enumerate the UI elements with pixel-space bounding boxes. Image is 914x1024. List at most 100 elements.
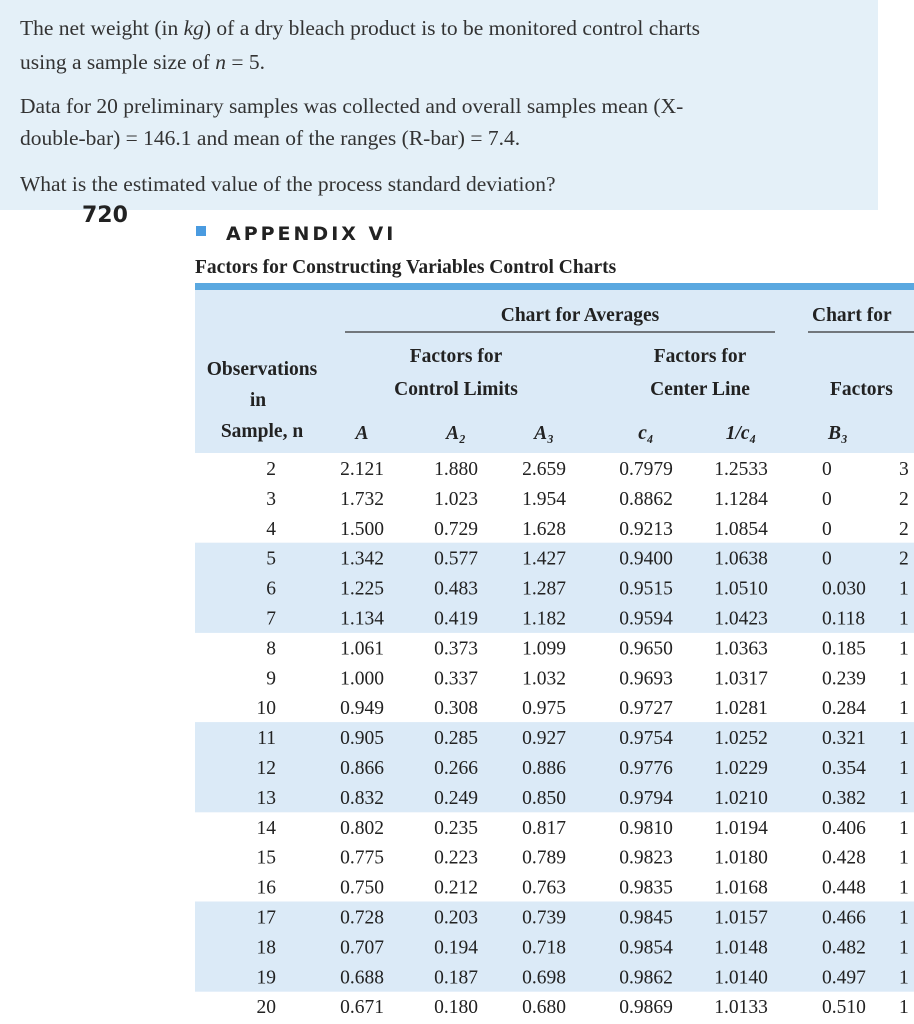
cell: 0.373 — [434, 638, 478, 659]
cell: 0.337 — [434, 668, 478, 689]
cell: 0.680 — [522, 997, 566, 1018]
cell: 1.0423 — [714, 609, 768, 630]
question-box — [0, 0, 878, 210]
question-line: The net weight (in kg) of a dry bleach p… — [20, 16, 700, 40]
cell: 0 — [822, 519, 832, 540]
cell: 1 — [899, 609, 909, 630]
cell: 0.212 — [434, 878, 478, 899]
cell: 1.0210 — [714, 788, 768, 809]
cell: 1 — [899, 698, 909, 719]
cell: 0.728 — [340, 908, 384, 929]
cell: 17 — [257, 908, 277, 929]
cell: 0.466 — [822, 908, 866, 929]
cell: 0.739 — [522, 908, 566, 929]
text: n — [215, 50, 226, 74]
cell: 15 — [257, 848, 277, 869]
cell: 1.0281 — [714, 698, 768, 719]
cell: 1.0168 — [714, 878, 768, 899]
cell: 1.099 — [522, 638, 566, 659]
cell: 0.729 — [434, 519, 478, 540]
cell: 1 — [899, 818, 909, 839]
cell: 0.8862 — [619, 489, 673, 510]
sub-header: Factors for — [654, 346, 747, 367]
cell: 1 — [899, 878, 909, 899]
cell: 1.0148 — [714, 937, 768, 958]
group-header: Chart for — [812, 305, 892, 326]
cell: 1.0252 — [714, 728, 768, 749]
appendix-title: APPENDIX VI — [226, 223, 396, 245]
cell: 0.9810 — [619, 818, 673, 839]
cell: 0.9869 — [619, 997, 673, 1018]
cell: 0.266 — [434, 758, 478, 779]
cell: 0.577 — [434, 549, 478, 570]
cell: 0.698 — [522, 967, 566, 988]
cell: 1 — [899, 668, 909, 689]
row-shade — [195, 931, 914, 962]
cell: 3 — [899, 459, 909, 480]
cell: 18 — [257, 937, 277, 958]
sub-header: Center Line — [650, 379, 750, 400]
cell: 0.483 — [434, 579, 478, 600]
cell: 2.121 — [340, 459, 384, 480]
cell: 2 — [899, 519, 909, 540]
cell: 1.032 — [522, 668, 566, 689]
cell: 1.500 — [340, 519, 384, 540]
cell: 1.0157 — [714, 908, 768, 929]
sub-header: Control Limits — [394, 379, 518, 400]
row-header: Sample, n — [221, 421, 304, 442]
cell: 0 — [822, 489, 832, 510]
cell: 0.406 — [822, 818, 866, 839]
cell: 0.9213 — [619, 519, 673, 540]
cell: 0.9400 — [619, 549, 673, 570]
cell: 1.287 — [522, 579, 566, 600]
row-shade — [195, 572, 914, 603]
text: ) of a dry bleach product is to be monit… — [204, 16, 700, 40]
rule — [195, 283, 914, 290]
cell: 1 — [899, 728, 909, 749]
cell: 0.707 — [340, 937, 384, 958]
row-shade — [195, 781, 914, 813]
column-header: c₄ — [638, 423, 653, 444]
cell: 1.0854 — [714, 519, 768, 540]
row-shade — [195, 542, 914, 574]
cell: 0.194 — [434, 937, 478, 958]
cell: 1 — [899, 967, 909, 988]
row-shade — [195, 722, 914, 753]
cell: 1.182 — [522, 609, 566, 630]
cell: 1.225 — [340, 579, 384, 600]
cell: 16 — [257, 878, 277, 899]
table: A A₂ A₃ c₄ 1/c₄ B₃ 2 2.121 1.880 2.659 0.7979 1.253… — [195, 423, 914, 1018]
cell: 0.510 — [822, 997, 866, 1018]
column-header: A — [353, 423, 368, 444]
cell: 1.0133 — [714, 997, 768, 1018]
cell: 0.688 — [340, 967, 384, 988]
column-header: B₃ — [827, 423, 848, 444]
cell: 1 — [899, 908, 909, 929]
cell: 1 — [899, 848, 909, 869]
cell: 0.789 — [522, 848, 566, 869]
cell: 2.659 — [522, 459, 566, 480]
row-header: in — [250, 390, 266, 411]
cell: 0 — [822, 459, 832, 480]
sub-header: Factors for — [410, 346, 503, 367]
cell: 0.9794 — [619, 788, 673, 809]
cell: 19 — [257, 967, 277, 988]
group-header: Chart for Averages — [501, 305, 660, 326]
cell: 0.187 — [434, 967, 478, 988]
cell: 1.427 — [522, 549, 566, 570]
cell: 6 — [266, 579, 276, 600]
cell: 0.9823 — [619, 848, 673, 869]
header-bg — [195, 290, 914, 453]
cell: 0.354 — [822, 758, 866, 779]
question-line: Data for 20 preliminary samples was coll… — [20, 94, 683, 118]
cell: 0.9862 — [619, 967, 673, 988]
row-shade — [195, 752, 914, 783]
cell: 1.134 — [340, 609, 384, 630]
cell: 0.9693 — [619, 668, 673, 689]
sub-header: Factors — [830, 379, 893, 400]
cell: 1.0140 — [714, 967, 768, 988]
cell: 1 — [899, 758, 909, 779]
cell: 1 — [899, 997, 909, 1018]
